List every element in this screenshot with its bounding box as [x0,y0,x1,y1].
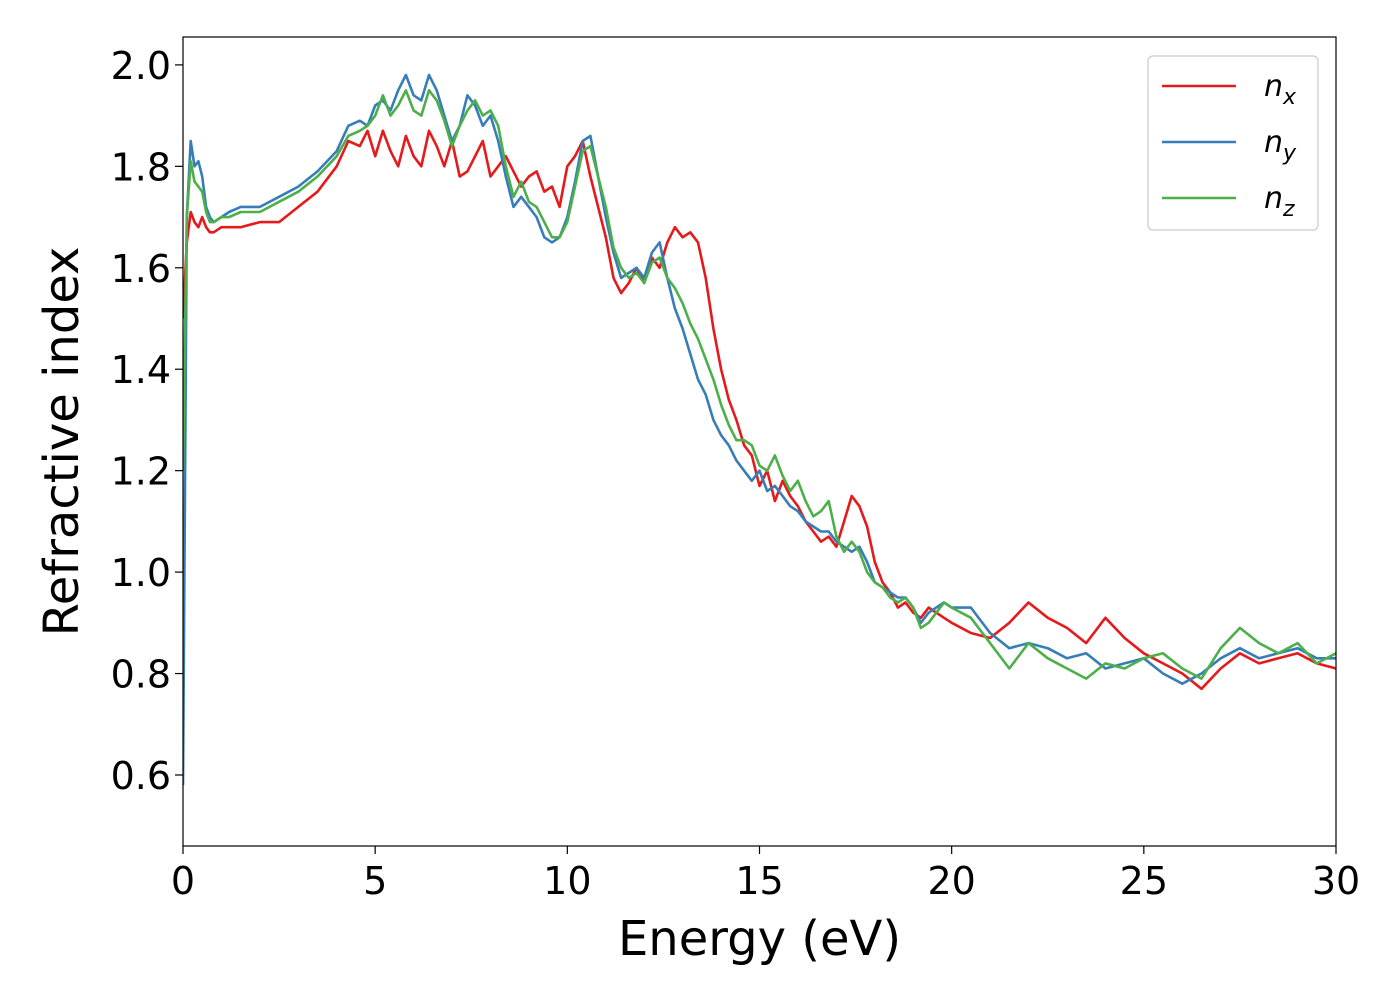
y-tick-label: 1.2 [111,450,171,494]
y-tick-label: 1.0 [111,551,171,595]
x-tick-label: 10 [543,859,591,903]
x-tick-label: 20 [927,859,975,903]
y-tick-label: 1.4 [111,348,171,392]
y-axis-label: Refractive index [34,247,90,637]
y-tick-label: 1.8 [111,145,171,189]
legend-label-nx: nx [1264,69,1297,110]
series-line-nz [183,89,1336,680]
legend-label-nz: nz [1264,181,1295,222]
series-layer [183,73,1336,786]
y-axis: 0.6 0.8 1.0 1.2 1.4 1.6 1.8 2.0 [111,44,183,798]
y-tick-label: 0.8 [111,653,171,697]
x-axis: 0 5 10 15 20 25 30 [171,846,1360,903]
y-tick-label: 2.0 [111,44,171,88]
y-tick-label: 1.6 [111,247,171,291]
legend: nx ny nz [1147,55,1319,231]
x-tick-label: 5 [363,859,387,903]
x-axis-label: Energy (eV) [618,911,901,967]
x-tick-label: 0 [171,859,195,903]
x-tick-label: 15 [735,859,783,903]
x-tick-label: 25 [1120,859,1168,903]
legend-label-ny: ny [1264,125,1297,166]
y-tick-label: 0.6 [111,754,171,798]
x-tick-label: 30 [1312,859,1360,903]
